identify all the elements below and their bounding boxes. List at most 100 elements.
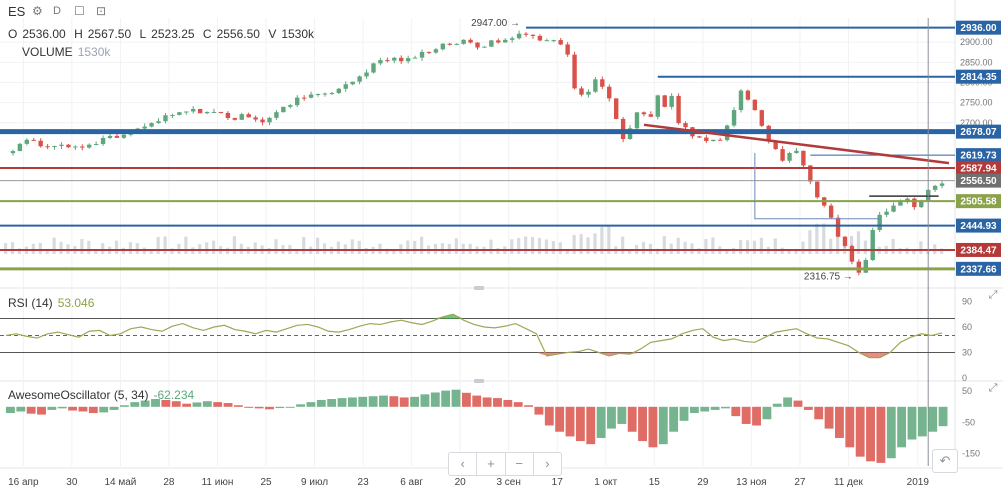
volume-bar [406,240,410,254]
candle-body [620,118,626,140]
d-icon[interactable]: D [53,5,61,17]
candle-body [523,33,529,35]
level-label-box [956,160,1001,175]
volume-bar [170,248,174,254]
volume-bar [447,243,451,254]
undo-button[interactable]: ↶ [932,449,958,473]
candle-body [454,43,459,45]
candle-body [329,93,335,95]
volume-bar [454,238,458,254]
volume-bar [80,239,84,254]
rsi-value: 53.046 [57,296,95,310]
rsi-line [5,313,943,359]
ao-bar [202,401,212,407]
candle-body [787,153,792,161]
candle-body [537,35,543,41]
volume-bar [163,236,167,254]
candle-body [828,205,834,218]
candle-body [697,136,702,138]
rsi-legend: RSI (14) 53.046 [8,296,99,310]
ao-bar [430,392,440,407]
candle-body [163,115,168,122]
candle-body [530,34,536,36]
candle-body [912,198,917,208]
candle-body [676,95,681,124]
ao-bar [99,406,109,413]
ohlc-v-key: V [268,27,277,41]
fullscreen-icon[interactable]: ⊡ [96,4,107,18]
zoom-out-button[interactable]: − [506,453,534,475]
ao-bar [410,396,420,407]
candle-body [863,260,868,273]
volume-bar [655,248,659,254]
volume-bar [385,248,389,254]
volume-bar [212,240,216,254]
volume-bar [378,243,382,254]
volume-bar [704,238,708,254]
candle-body [842,236,848,246]
ao-bar [389,396,399,407]
ao-bar [513,402,523,407]
volume-bar [413,240,417,254]
gear-icon[interactable]: ⚙ [32,4,43,18]
candle-body [419,51,425,58]
candle-body [468,39,473,43]
ohlc-c-value: 2556.50 [216,27,260,41]
level-label-box [956,20,1001,35]
ao-bar [78,406,88,412]
volume-bar [745,240,750,254]
volume-bar [17,248,22,254]
candle-body [634,112,640,129]
ao-bar [897,406,907,448]
candle-body [211,111,217,113]
ao-bar [586,406,596,445]
symbol-label[interactable]: ES [8,4,26,19]
zoom-in-button[interactable]: + [477,453,506,475]
candle-body [683,123,688,128]
rsi-tick-label: 90 [962,297,972,307]
x-tick-label: 6 авг [400,477,423,488]
candle-body [412,57,418,59]
candle-body [156,121,161,124]
volume-bar [537,237,542,254]
x-tick-label: 3 сен [496,477,520,488]
volume-bar [822,223,826,254]
volume-bar [683,241,687,254]
level-label-box [956,242,1001,257]
candle-body [295,97,300,106]
volume-bar [773,238,777,254]
candle-body [114,135,120,138]
candle-body [52,145,57,147]
scroll-left-button[interactable]: ‹ [449,453,478,475]
volume-bar [544,239,549,254]
ao-bar [327,399,337,407]
volume-bar [253,242,257,254]
candle-body [613,98,619,119]
ao-bar [213,402,223,407]
level-label-box [956,194,1001,209]
ao-tick-label: 50 [962,386,972,396]
candle-body [308,94,314,98]
ao-bar [710,406,720,410]
volume-bar [114,240,119,254]
y-tick-label: 2700.00 [960,118,993,128]
volume-bar [836,231,840,254]
volume-bar [489,239,493,254]
scroll-right-button[interactable]: › [545,456,550,471]
volume-bar [461,243,465,254]
candle-body [475,42,480,48]
ao-bar [337,398,347,407]
square-icon[interactable]: ☐ [74,4,85,18]
ao-bar [493,398,502,407]
ao-bar [835,406,844,438]
candle-body [870,230,875,261]
ohlc-v-value: 1530k [281,27,315,41]
ao-bar [866,406,875,462]
y-tick-label: 2750.00 [960,98,993,108]
ao-bar [399,397,409,407]
candle-body [489,40,494,47]
level-label-box [956,148,1001,163]
candle-body [503,39,508,43]
volume-bar [38,242,42,254]
